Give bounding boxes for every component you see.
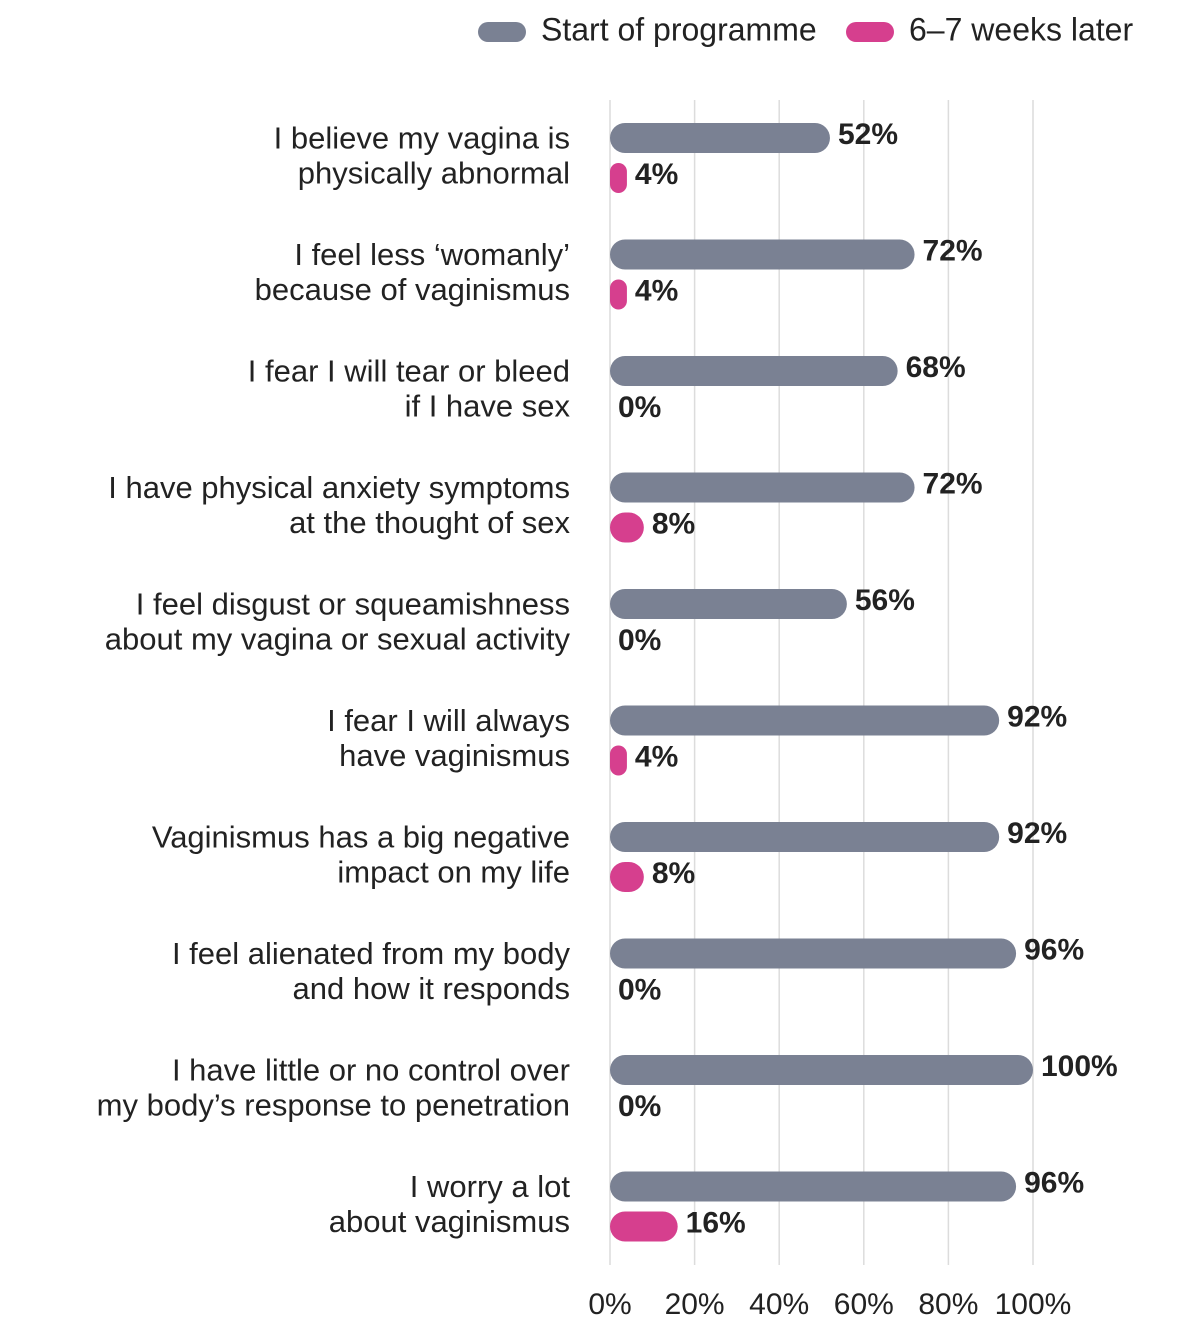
- value-label: 8%: [652, 857, 695, 890]
- bar: [610, 123, 830, 153]
- category-label: I feel alienated from my body: [172, 936, 571, 971]
- x-tick-label: 0%: [588, 1288, 631, 1321]
- category-label: about my vagina or sexual activity: [105, 622, 571, 657]
- category-label: physically abnormal: [298, 156, 570, 191]
- legend-label: Start of programme: [541, 11, 817, 47]
- category-label: because of vaginismus: [255, 272, 570, 307]
- category-label: if I have sex: [405, 389, 571, 424]
- value-label: 52%: [838, 118, 898, 151]
- value-label: 100%: [1041, 1050, 1118, 1083]
- value-label: 0%: [618, 624, 661, 657]
- category-label: I have physical anxiety symptoms: [108, 470, 570, 505]
- value-label: 92%: [1007, 817, 1067, 850]
- bar: [610, 822, 1000, 852]
- x-tick-label: 60%: [834, 1288, 894, 1321]
- value-label: 72%: [923, 234, 983, 267]
- bar: [610, 356, 898, 386]
- category-label: at the thought of sex: [289, 505, 570, 540]
- value-label: 92%: [1007, 700, 1067, 733]
- bar: [610, 163, 627, 193]
- bar: [610, 1171, 1017, 1202]
- x-tick-label: 100%: [995, 1288, 1072, 1321]
- value-label: 96%: [1024, 1166, 1084, 1199]
- value-label: 8%: [652, 507, 695, 540]
- bar: [610, 239, 915, 270]
- category-label: and how it responds: [293, 971, 570, 1006]
- bar: [610, 938, 1017, 969]
- category-label: my body’s response to penetration: [97, 1088, 570, 1123]
- bar: [610, 745, 627, 776]
- bar: [610, 279, 627, 310]
- value-label: 72%: [923, 467, 983, 500]
- value-label: 0%: [618, 1090, 661, 1123]
- x-tick-label: 80%: [918, 1288, 978, 1321]
- value-label: 0%: [618, 973, 661, 1006]
- bar: [610, 862, 644, 892]
- category-label: have vaginismus: [339, 738, 570, 773]
- value-label: 4%: [635, 740, 678, 773]
- legend-label: 6–7 weeks later: [909, 11, 1133, 47]
- category-label: I feel disgust or squeamishness: [136, 587, 570, 622]
- bar: [610, 472, 915, 503]
- x-tick-label: 40%: [749, 1288, 809, 1321]
- value-label: 0%: [618, 391, 661, 424]
- category-label: I believe my vagina is: [274, 121, 570, 156]
- bar: [610, 512, 644, 543]
- category-label: about vaginismus: [329, 1204, 570, 1239]
- value-label: 16%: [686, 1206, 746, 1239]
- category-label: I worry a lot: [410, 1169, 571, 1204]
- legend-swatch: [478, 22, 526, 42]
- x-tick-label: 20%: [665, 1288, 725, 1321]
- bar: [610, 705, 1000, 736]
- bar: [610, 1211, 678, 1242]
- value-label: 96%: [1024, 933, 1084, 966]
- category-label: I fear I will always: [327, 703, 570, 738]
- category-label: I fear I will tear or bleed: [248, 354, 570, 389]
- value-label: 4%: [635, 158, 678, 191]
- value-label: 56%: [855, 584, 915, 617]
- value-label: 4%: [635, 274, 678, 307]
- category-label: Vaginismus has a big negative: [152, 820, 570, 855]
- category-label: I feel less ‘womanly’: [294, 237, 570, 272]
- category-label: impact on my life: [337, 855, 570, 890]
- legend-swatch: [846, 22, 894, 42]
- value-label: 68%: [906, 351, 966, 384]
- bar: [610, 1055, 1033, 1085]
- category-label: I have little or no control over: [172, 1053, 570, 1088]
- bar: [610, 589, 847, 619]
